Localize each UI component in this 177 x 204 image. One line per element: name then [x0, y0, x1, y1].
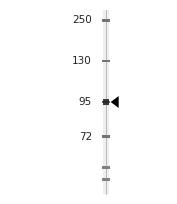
Text: 72: 72 [79, 132, 92, 142]
Text: 250: 250 [72, 15, 92, 26]
Bar [102, 178, 110, 181]
Bar [103, 99, 109, 105]
Bar [102, 60, 110, 62]
Bar [102, 19, 110, 22]
Bar [103, 10, 109, 194]
Text: 95: 95 [79, 97, 92, 107]
Text: 130: 130 [72, 56, 92, 66]
Bar [102, 135, 110, 138]
Polygon shape [111, 96, 119, 108]
Bar [102, 166, 110, 169]
Bar [102, 101, 110, 103]
